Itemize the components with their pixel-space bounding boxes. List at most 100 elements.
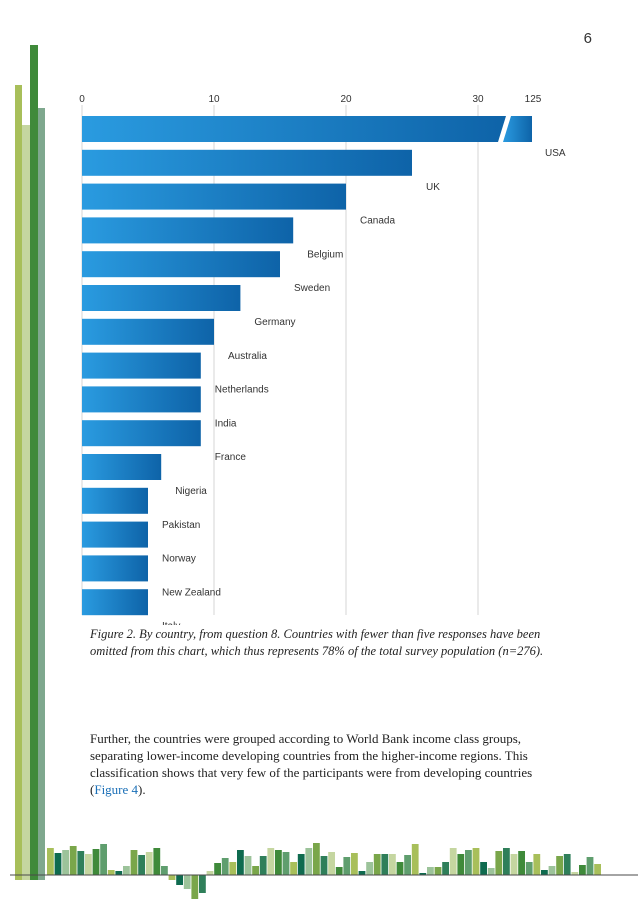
- decorative-bar: [47, 848, 54, 875]
- decorative-bar: [115, 871, 123, 875]
- decorative-bar: [161, 866, 168, 875]
- bar: [82, 487, 148, 514]
- decorative-bar: [556, 856, 563, 875]
- decorative-bar: [168, 875, 176, 880]
- decorative-bar: [404, 855, 411, 875]
- bar-label: France: [215, 452, 247, 463]
- decorative-bar: [525, 862, 533, 875]
- decorative-bar: [487, 868, 495, 875]
- body-text-start: Further, the countries were grouped acco…: [90, 731, 533, 797]
- bar-label: New Zealand: [162, 587, 221, 598]
- decorative-bar: [30, 45, 38, 880]
- decorative-bar: [22, 125, 30, 880]
- body-text-end: ).: [138, 782, 146, 797]
- bar-label: Australia: [228, 351, 267, 362]
- page-number: 6: [583, 30, 592, 47]
- bar-label: Italy: [162, 621, 180, 625]
- decorative-bar: [541, 870, 548, 875]
- decorative-bar: [123, 866, 130, 875]
- decorative-bar: [313, 843, 320, 875]
- bar-label: USA: [545, 148, 566, 159]
- decorative-bar: [563, 854, 571, 875]
- decorative-bar: [396, 862, 404, 875]
- decorative-bar: [442, 862, 449, 875]
- x-tick-label-break: 125: [525, 94, 542, 105]
- bar-label: UK: [426, 182, 440, 193]
- bar-label: Germany: [254, 317, 295, 328]
- bar: [82, 555, 148, 582]
- decorative-bar: [495, 851, 503, 875]
- decorative-bar: [472, 848, 480, 875]
- bar: [82, 521, 148, 548]
- decorative-bar: [571, 872, 579, 875]
- decorative-bar: [351, 853, 358, 875]
- decorative-bar: [206, 871, 214, 875]
- decorative-bar: [100, 844, 107, 875]
- decorative-bar: [335, 867, 343, 875]
- bar: [82, 251, 280, 278]
- decorative-bar: [548, 866, 556, 875]
- bar-label: Netherlands: [215, 385, 269, 396]
- decorative-bar: [62, 850, 69, 875]
- decorative-bar: [343, 857, 351, 875]
- decorative-bar: [503, 848, 510, 875]
- decorative-bar: [77, 851, 85, 875]
- body-paragraph: Further, the countries were grouped acco…: [90, 730, 560, 798]
- figure-caption: Figure 2. By country, from question 8. C…: [90, 627, 544, 658]
- x-tick-label: 10: [208, 94, 220, 105]
- bar-label: Nigeria: [175, 486, 207, 497]
- decorative-bar: [267, 848, 275, 875]
- decorative-bar: [419, 873, 427, 875]
- decorative-bar: [38, 108, 45, 880]
- bar-break-segment: [503, 116, 532, 142]
- figure-4-link[interactable]: Figure 4: [94, 782, 139, 797]
- decorative-bar: [297, 854, 305, 875]
- bar-label: Belgium: [307, 249, 343, 260]
- decorative-bar: [259, 856, 267, 875]
- decorative-bar: [427, 867, 434, 875]
- decorative-bar: [320, 856, 328, 875]
- decorative-bar: [145, 852, 153, 875]
- bar: [82, 217, 294, 244]
- decorative-bar: [366, 862, 373, 875]
- bar-label: Canada: [360, 216, 395, 227]
- decorative-bar: [328, 852, 335, 875]
- decorative-bar: [15, 85, 22, 880]
- bar: [82, 116, 506, 142]
- decorative-bar: [92, 849, 100, 875]
- decorative-bar: [237, 850, 244, 875]
- decorative-bar: [533, 854, 541, 875]
- bar: [82, 454, 162, 480]
- decorative-bar: [176, 875, 183, 885]
- decorative-bar: [480, 862, 487, 875]
- decorative-bar: [510, 854, 518, 875]
- decorative-bar: [153, 848, 161, 875]
- bar: [82, 183, 346, 210]
- decorative-bar: [130, 850, 138, 875]
- bar-label: India: [215, 418, 237, 429]
- decorative-bar: [411, 844, 419, 875]
- bar-chart: 0 10 20 30 125 USA UK Canada Belgium Sweden Germa…: [79, 94, 566, 625]
- decorative-bar: [358, 871, 366, 875]
- bar-label: Pakistan: [162, 520, 200, 531]
- bar: [82, 420, 201, 447]
- decorative-left-bars: [15, 45, 45, 880]
- decorative-bar: [69, 846, 77, 875]
- decorative-bar: [252, 866, 259, 875]
- bar: [82, 149, 412, 176]
- decorative-bar: [373, 854, 381, 875]
- decorative-bar: [54, 853, 62, 875]
- decorative-bar: [199, 875, 206, 893]
- x-tick-label: 0: [79, 94, 85, 105]
- decorative-bar: [389, 854, 396, 875]
- bar: [82, 318, 214, 345]
- decorative-bar: [191, 875, 199, 899]
- decorative-bar: [221, 858, 229, 875]
- bar: [82, 285, 241, 311]
- decorative-bar: [465, 850, 472, 875]
- decorative-bar: [85, 854, 92, 875]
- bar: [82, 386, 201, 413]
- decorative-bar: [579, 865, 586, 875]
- x-tick-label: 20: [340, 94, 352, 105]
- decorative-bar: [138, 855, 145, 875]
